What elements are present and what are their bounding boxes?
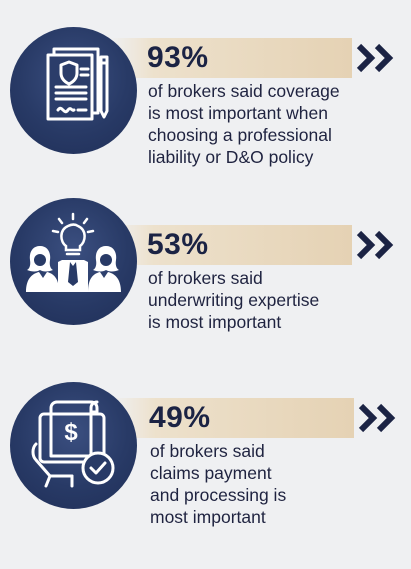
stat-percent: 93% <box>147 41 209 74</box>
stat-description-line: of brokers said <box>150 441 265 461</box>
stat-percent: 53% <box>147 228 209 261</box>
stat-description-line: is most important <box>148 312 282 332</box>
stat-description-line: is most important when <box>148 103 328 123</box>
stat-item-claims: $ 49% of brokers said claims payment and… <box>0 370 411 569</box>
chevron-right-double-icon <box>356 43 394 73</box>
stat-description-line: liability or D&O policy <box>148 147 314 167</box>
stat-description-line: choosing a professional <box>148 125 332 145</box>
stat-description-line: and processing is <box>150 485 287 505</box>
chevron-right-double-icon <box>358 403 396 433</box>
highlight-band <box>110 38 352 78</box>
stat-description-line: claims payment <box>150 463 272 483</box>
team-lightbulb-icon <box>10 198 137 325</box>
highlight-band <box>110 225 352 265</box>
claims-payment-icon: $ <box>10 382 137 509</box>
stat-description: of brokers said underwriting expertise i… <box>148 267 319 333</box>
stat-description: of brokers said claims payment and proce… <box>150 440 286 528</box>
stat-item-underwriting: 53% of brokers said underwriting experti… <box>0 185 411 370</box>
stat-description-line: of brokers said <box>148 268 263 288</box>
policy-document-icon <box>10 27 137 154</box>
svg-text:$: $ <box>64 419 78 446</box>
highlight-band <box>112 398 354 438</box>
stat-description-line: most important <box>150 507 266 527</box>
stat-description-line: underwriting expertise <box>148 290 320 310</box>
chevron-right-double-icon <box>356 230 394 260</box>
stat-percent: 49% <box>149 401 211 434</box>
stat-description-line: of brokers said coverage <box>148 81 340 101</box>
stat-description: of brokers said coverage is most importa… <box>148 80 340 168</box>
stat-item-coverage: 93% of brokers said coverage is most imp… <box>0 0 411 185</box>
